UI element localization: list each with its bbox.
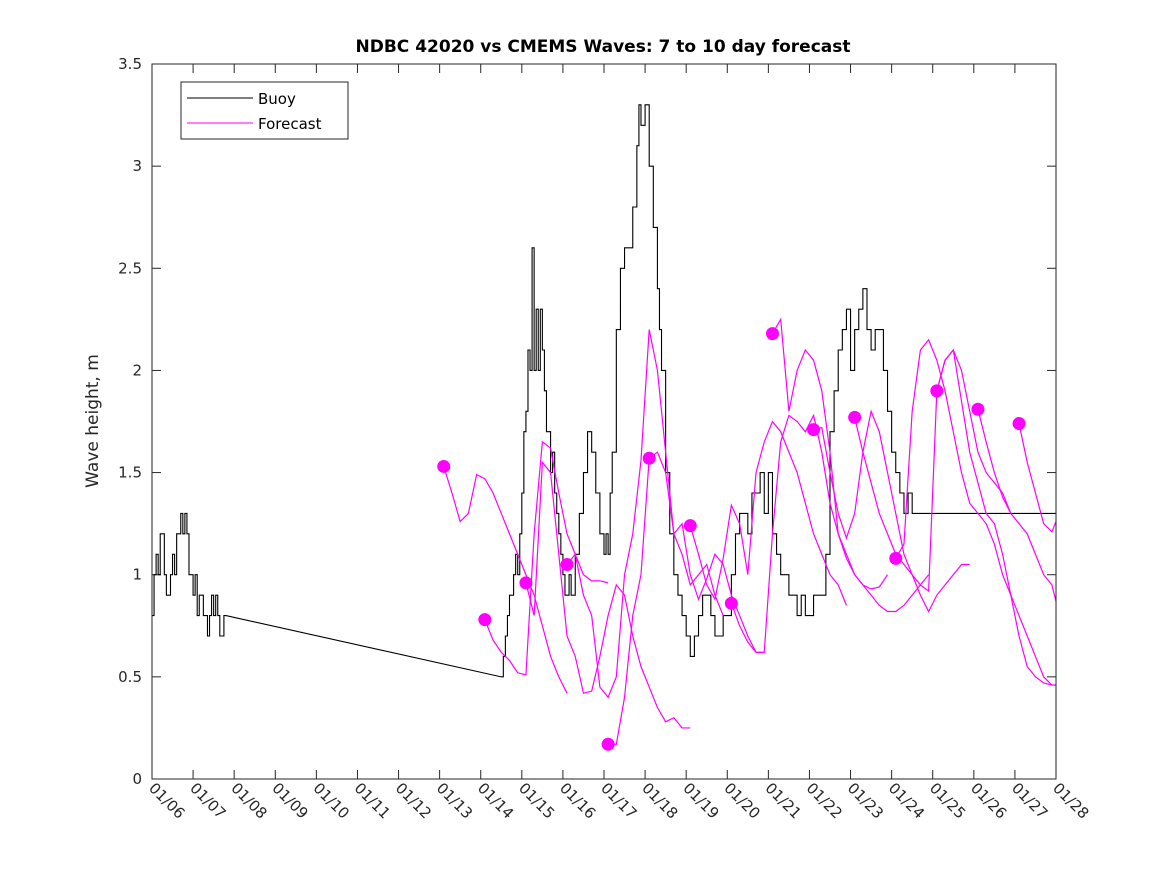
- y-tick-label-7: 3.5: [118, 55, 142, 73]
- y-tick-label-1: 0.5: [118, 668, 142, 686]
- forecast-start-marker-11: [889, 551, 903, 565]
- forecast-line-8: [813, 409, 970, 613]
- forecast-line-9: [854, 348, 1012, 593]
- forecast-line-12: [977, 409, 1057, 602]
- forecast-line-7: [771, 317, 930, 613]
- forecast-start-marker-10: [848, 410, 862, 424]
- forecast-start-marker-9: [807, 423, 821, 437]
- forecast-start-marker-14: [1012, 417, 1026, 431]
- forecast-start-marker-5: [642, 451, 656, 465]
- forecast-start-marker-12: [930, 384, 944, 398]
- y-tick-label-5: 2.5: [118, 259, 142, 277]
- forecast-line-3: [566, 329, 724, 699]
- forecast-line-10: [895, 338, 1053, 686]
- forecast-start-marker-13: [971, 402, 985, 416]
- y-tick-labels: 0 0.5 1 1.5 2 2.5 3 3.5: [118, 55, 142, 788]
- forecast-start-marker-6: [683, 519, 697, 533]
- legend-buoy-label: Buoy: [258, 90, 296, 108]
- legend: Buoy Forecast: [180, 81, 349, 140]
- y-tick-label-3: 1.5: [118, 464, 142, 482]
- forecast-line-2: [525, 460, 691, 729]
- forecast-start-marker-0: [437, 459, 451, 473]
- forecast-series: [443, 317, 1057, 745]
- legend-forecast-label: Forecast: [258, 115, 322, 133]
- y-tick-label-2: 1: [132, 566, 142, 584]
- forecast-start-markers: [437, 327, 1026, 751]
- legend-box: [180, 81, 349, 140]
- buoy-series: [152, 104, 1056, 678]
- y-tick-label-4: 2: [132, 361, 142, 379]
- y-tick-label-6: 3: [132, 157, 142, 175]
- forecast-line-4: [608, 451, 765, 745]
- buoy-line: [152, 104, 1056, 678]
- forecast-start-marker-8: [765, 327, 779, 341]
- forecast-line-11: [936, 348, 1056, 686]
- forecast-start-marker-2: [519, 576, 533, 590]
- forecast-line-13: [1018, 423, 1057, 533]
- plot-area-border: [151, 63, 1057, 780]
- y-tick-label-0: 0: [132, 770, 142, 788]
- forecast-start-marker-4: [601, 737, 615, 751]
- forecast-start-marker-3: [560, 558, 574, 571]
- forecast-line-0: [443, 466, 568, 694]
- forecast-line-5: [689, 420, 847, 606]
- forecast-start-marker-7: [724, 596, 738, 610]
- chart-title: NDBC 42020 vs CMEMS Waves: 7 to 10 day f…: [356, 37, 851, 57]
- y-axis-label: Wave height, m: [83, 354, 103, 488]
- forecast-start-marker-1: [478, 613, 492, 627]
- forecast-line-1: [484, 440, 609, 676]
